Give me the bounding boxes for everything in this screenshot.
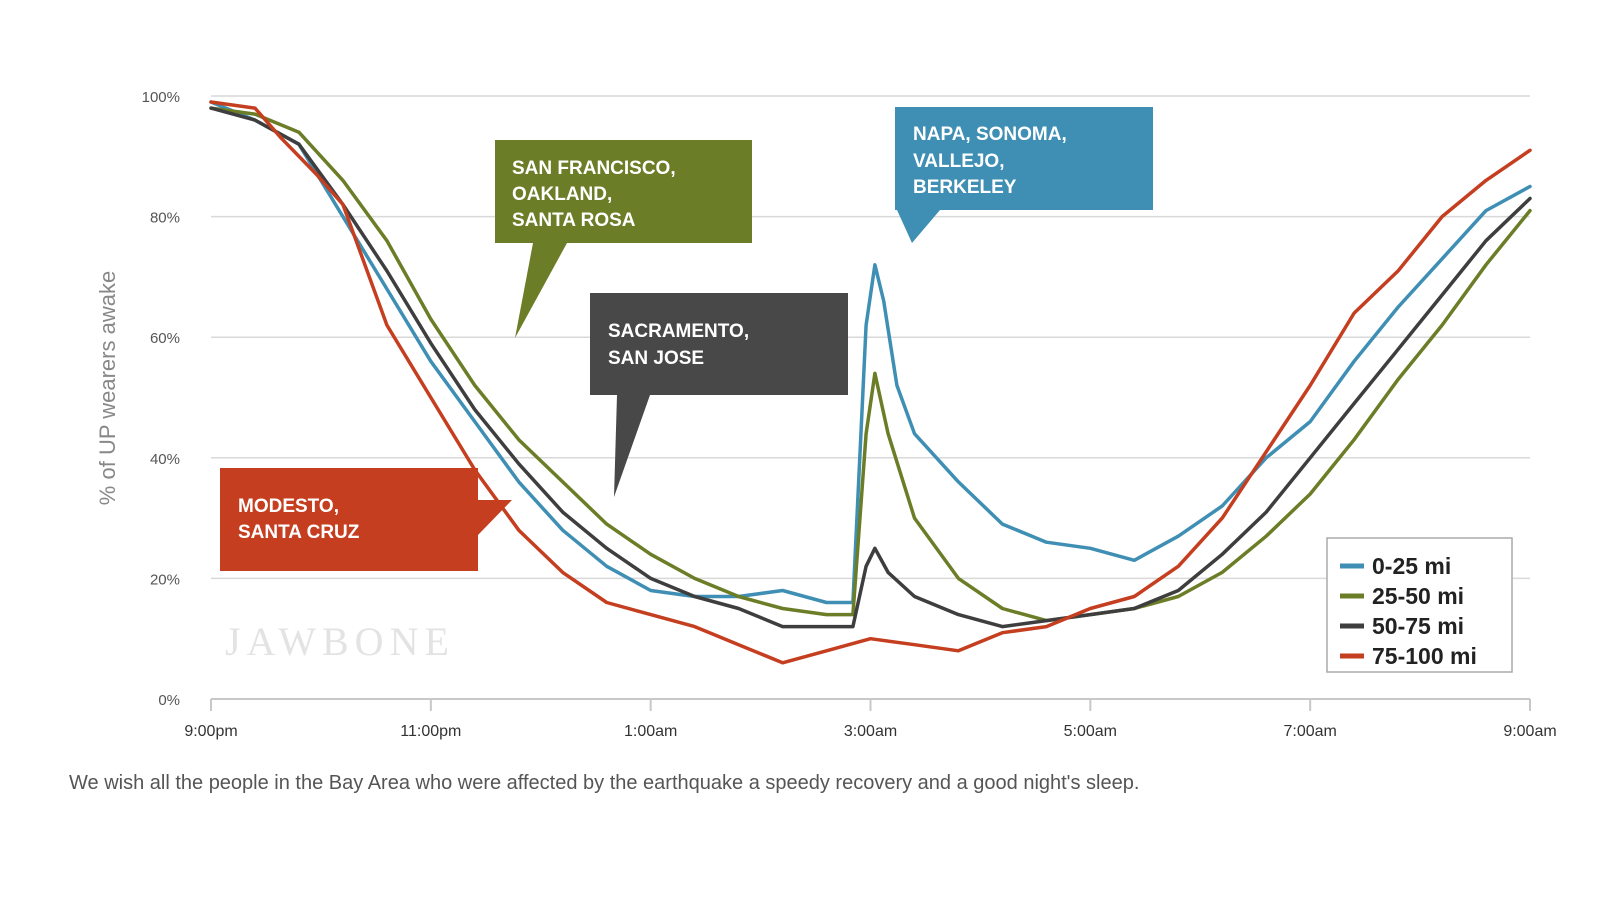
- callout-san-francisco: SAN FRANCISCO, OAKLAND, SANTA ROSA: [495, 140, 752, 338]
- callout-line: OAKLAND,: [512, 184, 612, 205]
- series-line-0-25-mi: [209, 100, 1532, 605]
- y-tick-label: 20%: [150, 571, 180, 588]
- callout-line: MODESTO,: [238, 496, 339, 517]
- legend-label: 75-100 mi: [1372, 643, 1477, 669]
- x-tick-label: 11:00pm: [400, 723, 461, 740]
- series-line-25-50-mi: [209, 106, 1532, 623]
- callout-modesto: MODESTO, SANTA CRUZ: [220, 468, 512, 571]
- x-tick-label: 9:00pm: [184, 723, 237, 740]
- x-tick-label: 1:00am: [624, 723, 677, 740]
- x-tick-label: 7:00am: [1283, 723, 1336, 740]
- callout-line: SAN FRANCISCO,: [512, 158, 676, 179]
- x-tick-label: 3:00am: [844, 723, 897, 740]
- series-lines: [209, 100, 1532, 665]
- callout-sacramento: SACRAMENTO, SAN JOSE: [590, 293, 848, 497]
- y-tick-label: 40%: [150, 451, 180, 468]
- callout-line: VALLEJO,: [913, 151, 1005, 172]
- jawbone-watermark: JAWBONE: [225, 619, 455, 664]
- callout-line: NAPA, SONOMA,: [913, 124, 1067, 145]
- y-tick-label: 80%: [150, 210, 180, 227]
- y-tick-label: 60%: [150, 330, 180, 347]
- series-line-75-100-mi: [209, 100, 1532, 665]
- callout-line: SACRAMENTO,: [608, 321, 749, 342]
- callout-line: SANTA ROSA: [512, 210, 636, 231]
- callout-napa: NAPA, SONOMA, VALLEJO, BERKELEY: [895, 107, 1153, 243]
- caption: We wish all the people in the Bay Area w…: [69, 772, 1140, 794]
- callout-line: BERKELEY: [913, 177, 1017, 198]
- x-axis: 9:00pm 11:00pm 1:00am 3:00am 5:00am 7:00am 9:0…: [184, 698, 1557, 740]
- legend-label: 25-50 mi: [1372, 583, 1464, 609]
- y-axis-label: % of UP wearers awake: [95, 271, 120, 505]
- x-tick-label: 5:00am: [1064, 723, 1117, 740]
- legend: 0-25 mi 25-50 mi 50-75 mi 75-100 mi: [1326, 537, 1513, 673]
- callout-line: SAN JOSE: [608, 348, 704, 369]
- y-tick-label: 100%: [142, 89, 180, 106]
- y-axis: 0% 20% 40% 60% 80% 100%: [142, 89, 180, 709]
- y-tick-label: 0%: [158, 692, 180, 709]
- legend-label: 50-75 mi: [1372, 613, 1464, 639]
- legend-label: 0-25 mi: [1372, 553, 1451, 579]
- callout-line: SANTA CRUZ: [238, 522, 360, 543]
- x-tick-label: 9:00am: [1503, 723, 1556, 740]
- series-line-50-75-mi: [209, 106, 1532, 629]
